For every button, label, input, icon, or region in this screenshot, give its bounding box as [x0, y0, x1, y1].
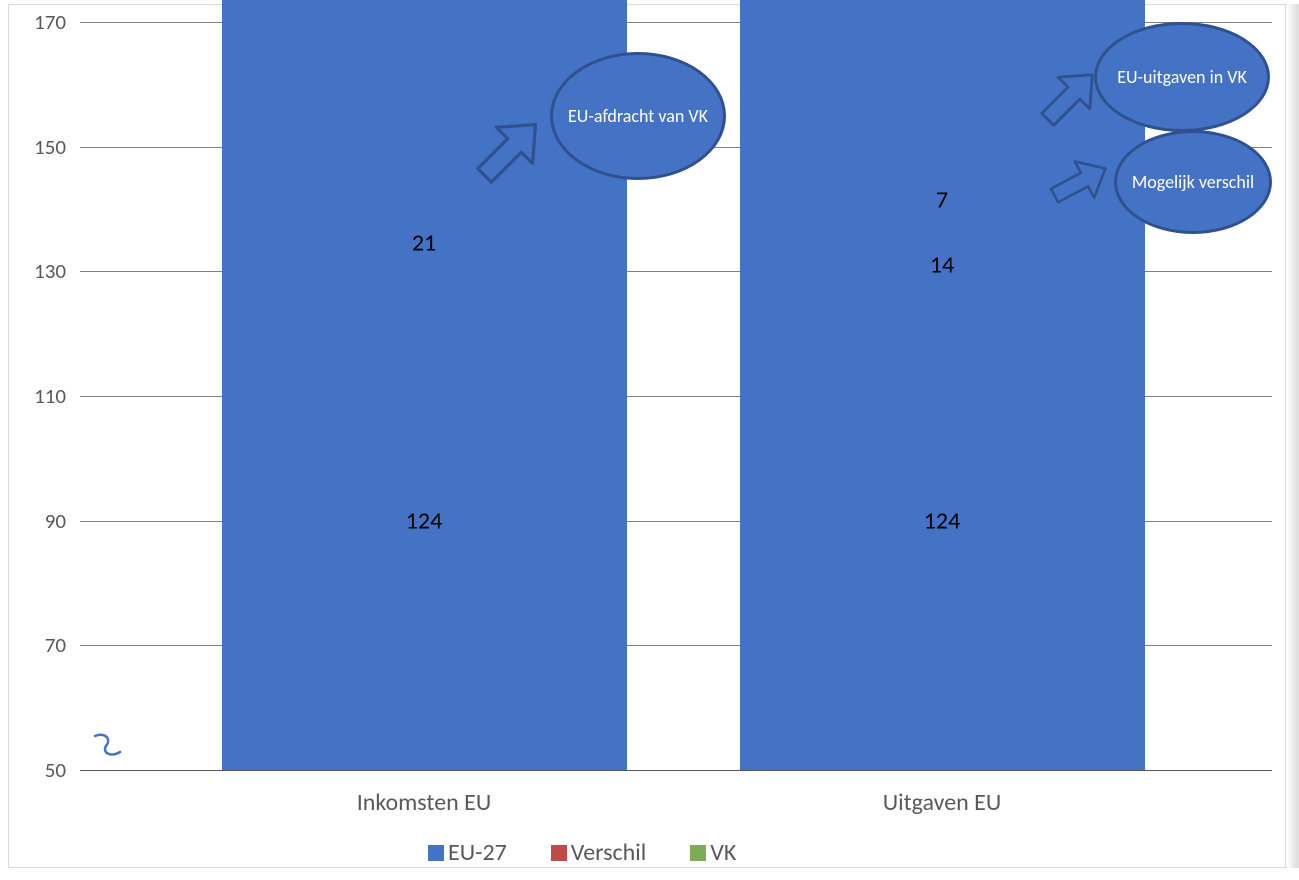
legend-item-verschil: Verschil: [551, 838, 646, 867]
y-tick-label: 130: [34, 258, 80, 284]
squiggle-icon: [92, 730, 124, 762]
y-tick-label: 150: [34, 134, 80, 160]
legend-label: Verschil: [571, 838, 646, 867]
callout-mogelijk-verschil: Mogelijk verschil: [1114, 130, 1272, 234]
callout-uitgaven-vk: EU-uitgaven in VK: [1094, 22, 1270, 132]
bar-uitgaven: [740, 22, 1145, 770]
legend: EU-27 Verschil VK: [428, 838, 736, 867]
bar-value-label: 124: [406, 506, 443, 535]
y-tick-label: 110: [34, 383, 80, 409]
arrow-arrow-uitgaven: [1030, 62, 1110, 132]
arrow-arrow-afdracht: [468, 110, 552, 190]
legend-label: VK: [710, 838, 736, 867]
callout-afdracht: EU-afdracht van VK: [550, 52, 726, 180]
legend-swatch-icon: [428, 845, 444, 861]
bar-value-label: 21: [412, 229, 436, 258]
x-tick-label: Inkomsten EU: [357, 770, 492, 817]
arrow-arrow-verschil: [1040, 150, 1120, 214]
plot-area: 50709011013015017012421Inkomsten EU12414…: [80, 22, 1272, 770]
bar-value-label: 124: [924, 506, 961, 535]
legend-item-eu27: EU-27: [428, 838, 507, 867]
y-tick-label: 50: [45, 757, 80, 783]
x-tick-label: Uitgaven EU: [883, 770, 1002, 817]
y-tick-label: 90: [45, 508, 80, 534]
gridline: [80, 770, 1272, 771]
bar-value-label: 7: [936, 185, 948, 214]
legend-label: EU-27: [448, 838, 507, 867]
legend-swatch-icon: [551, 845, 567, 861]
legend-swatch-icon: [690, 845, 706, 861]
scrollbar-placeholder: [1287, 4, 1299, 868]
y-tick-label: 70: [45, 632, 80, 658]
bar-value-label: 14: [930, 251, 954, 280]
y-tick-label: 170: [34, 9, 80, 35]
legend-item-vk: VK: [690, 838, 736, 867]
